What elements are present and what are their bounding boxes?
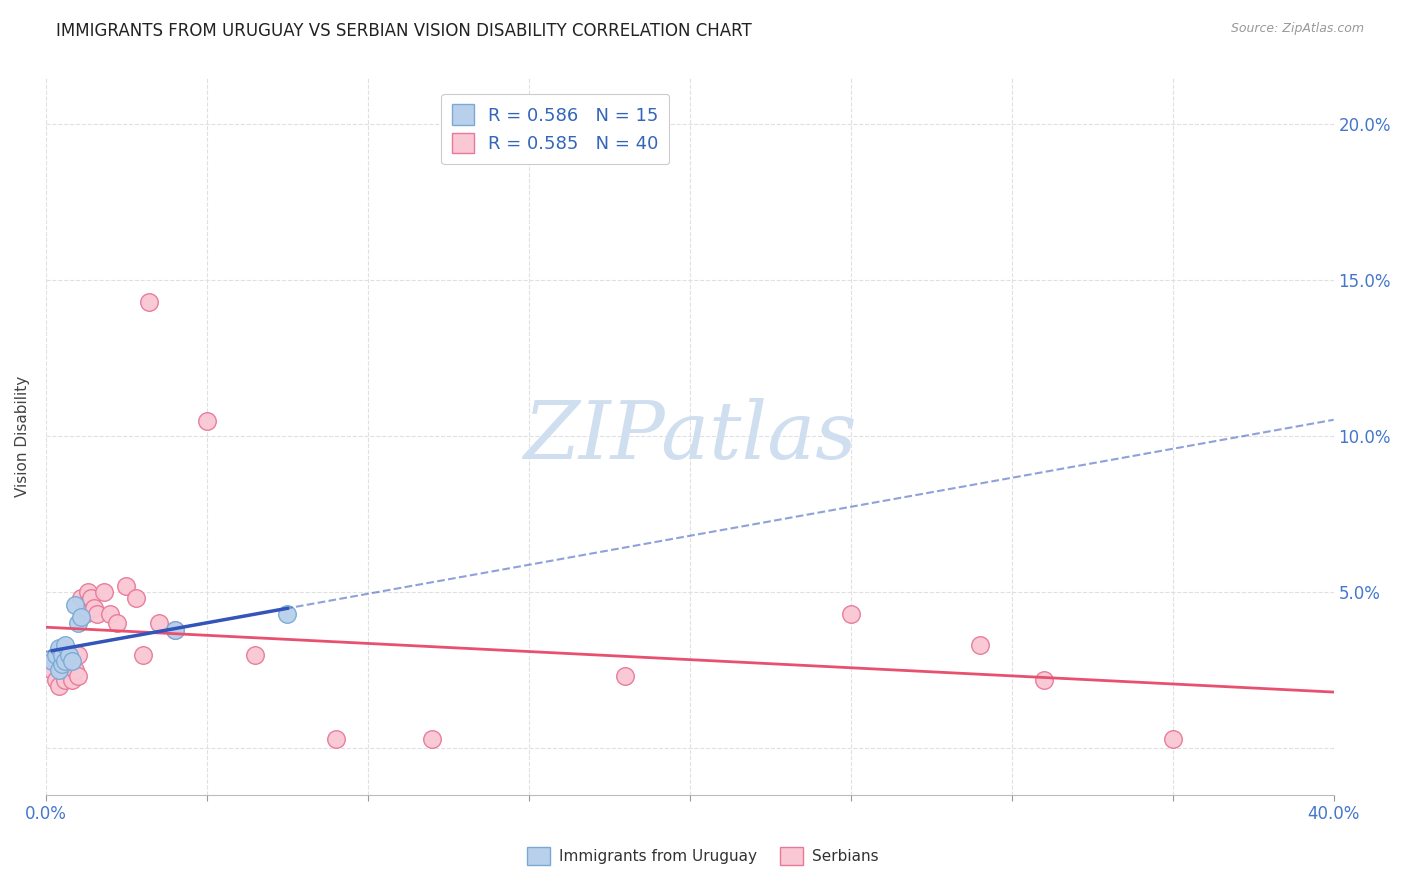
Point — [276, 607, 298, 621]
Text: Source: ZipAtlas.com: Source: ZipAtlas.com — [1230, 22, 1364, 36]
Point — [51, 641, 73, 656]
Point — [76, 585, 98, 599]
Point — [45, 648, 67, 662]
Point — [60, 654, 83, 668]
Point — [614, 669, 637, 683]
Point — [163, 623, 186, 637]
Point — [60, 654, 83, 668]
Point — [1161, 731, 1184, 746]
Point — [53, 654, 76, 668]
Point — [131, 648, 153, 662]
Point — [83, 600, 105, 615]
Point — [1032, 673, 1054, 687]
Point — [70, 610, 93, 624]
Point — [53, 654, 76, 668]
Point — [98, 607, 121, 621]
Text: ZIPatlas: ZIPatlas — [523, 398, 856, 475]
Point — [420, 731, 443, 746]
Point — [41, 663, 63, 677]
Point — [48, 679, 70, 693]
Point — [163, 623, 186, 637]
Point — [58, 648, 80, 662]
Point — [105, 616, 128, 631]
Point — [53, 673, 76, 687]
Point — [48, 641, 70, 656]
Point — [48, 663, 70, 677]
Point — [58, 648, 80, 662]
Point — [93, 585, 115, 599]
Point — [325, 731, 347, 746]
Point — [125, 591, 148, 606]
Point — [86, 607, 108, 621]
Point — [115, 579, 138, 593]
Point — [138, 295, 160, 310]
Text: IMMIGRANTS FROM URUGUAY VS SERBIAN VISION DISABILITY CORRELATION CHART: IMMIGRANTS FROM URUGUAY VS SERBIAN VISIO… — [56, 22, 752, 40]
Point — [70, 591, 93, 606]
Y-axis label: Vision Disability: Vision Disability — [15, 376, 30, 497]
Point — [41, 654, 63, 668]
Legend: R = 0.586   N = 15, R = 0.585   N = 40: R = 0.586 N = 15, R = 0.585 N = 40 — [441, 94, 669, 164]
Point — [60, 673, 83, 687]
Point — [48, 648, 70, 662]
Point — [67, 648, 90, 662]
Point — [245, 648, 267, 662]
Point — [73, 607, 96, 621]
Point — [63, 598, 86, 612]
Point — [839, 607, 862, 621]
Point — [969, 638, 991, 652]
Point — [53, 638, 76, 652]
Point — [63, 663, 86, 677]
Point — [45, 654, 67, 668]
Point — [67, 669, 90, 683]
Legend: Immigrants from Uruguay, Serbians: Immigrants from Uruguay, Serbians — [522, 841, 884, 871]
Point — [80, 591, 103, 606]
Point — [51, 663, 73, 677]
Point — [148, 616, 170, 631]
Point — [45, 673, 67, 687]
Point — [58, 663, 80, 677]
Point — [195, 414, 218, 428]
Point — [51, 648, 73, 662]
Point — [51, 657, 73, 671]
Point — [67, 616, 90, 631]
